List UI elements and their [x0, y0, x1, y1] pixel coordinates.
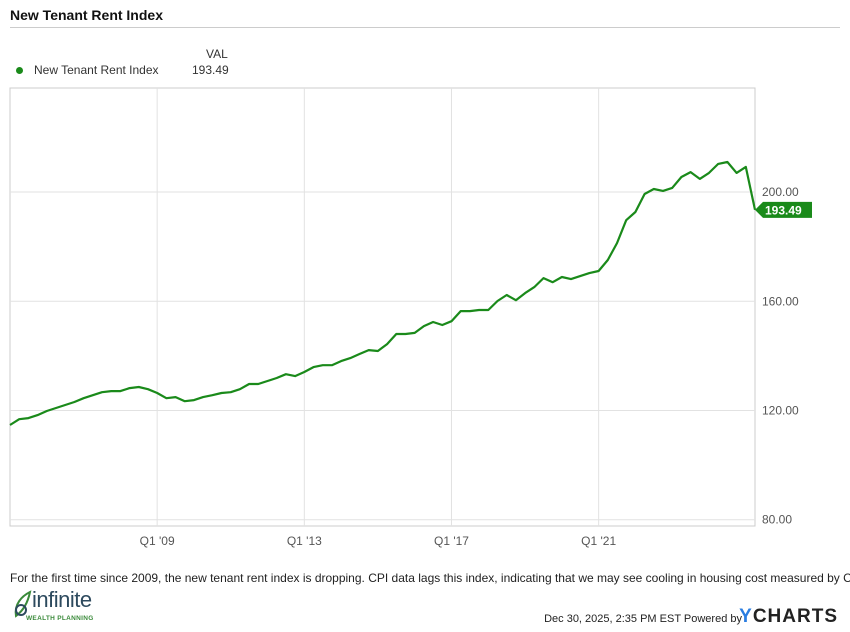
chart-title: New Tenant Rent Index — [10, 7, 163, 23]
last-value-tag — [755, 201, 812, 218]
last-value-label: 193.49 — [765, 203, 802, 217]
legend-dot-icon — [16, 66, 23, 74]
x-tick-label: Q1 '13 — [287, 534, 322, 548]
line-chart: 80.00 120.00 160.00 200.00 Q1 '09 Q1 '13 Q1 '1… — [9, 87, 812, 548]
logo-wordmark: infinite — [32, 587, 92, 612]
x-tick-label: Q1 '21 — [581, 534, 616, 548]
leaf-icon — [14, 590, 32, 618]
title-divider — [10, 27, 840, 28]
y-tick-label: 120.00 — [762, 403, 799, 417]
plot-frame — [9, 87, 756, 527]
legend-val-header: VAL — [206, 47, 228, 61]
chart-caption: For the first time since 2009, the new t… — [10, 571, 850, 585]
ycharts-text: CHARTS — [752, 606, 838, 627]
legend-series-value: 193.49 — [192, 63, 229, 77]
timestamp: Dec 30, 2025, 2:35 PM EST Powered by — [544, 613, 742, 625]
series-line — [9, 160, 757, 426]
ycharts-y: Y — [739, 606, 753, 627]
y-tick-label: 80.00 — [762, 513, 792, 527]
infinite-logo: infinite WEALTH PLANNING — [12, 587, 112, 626]
legend-item[interactable]: New Tenant Rent Index — [16, 63, 159, 77]
y-tick-label: 160.00 — [762, 294, 799, 308]
ycharts-logo[interactable]: YCHARTS — [739, 606, 838, 628]
x-tick-label: Q1 '09 — [140, 534, 175, 548]
y-tick-label: 200.00 — [762, 185, 799, 199]
x-tick-label: Q1 '17 — [434, 534, 469, 548]
logo-subtitle: WEALTH PLANNING — [26, 615, 94, 622]
legend-series-name: New Tenant Rent Index — [34, 63, 159, 77]
